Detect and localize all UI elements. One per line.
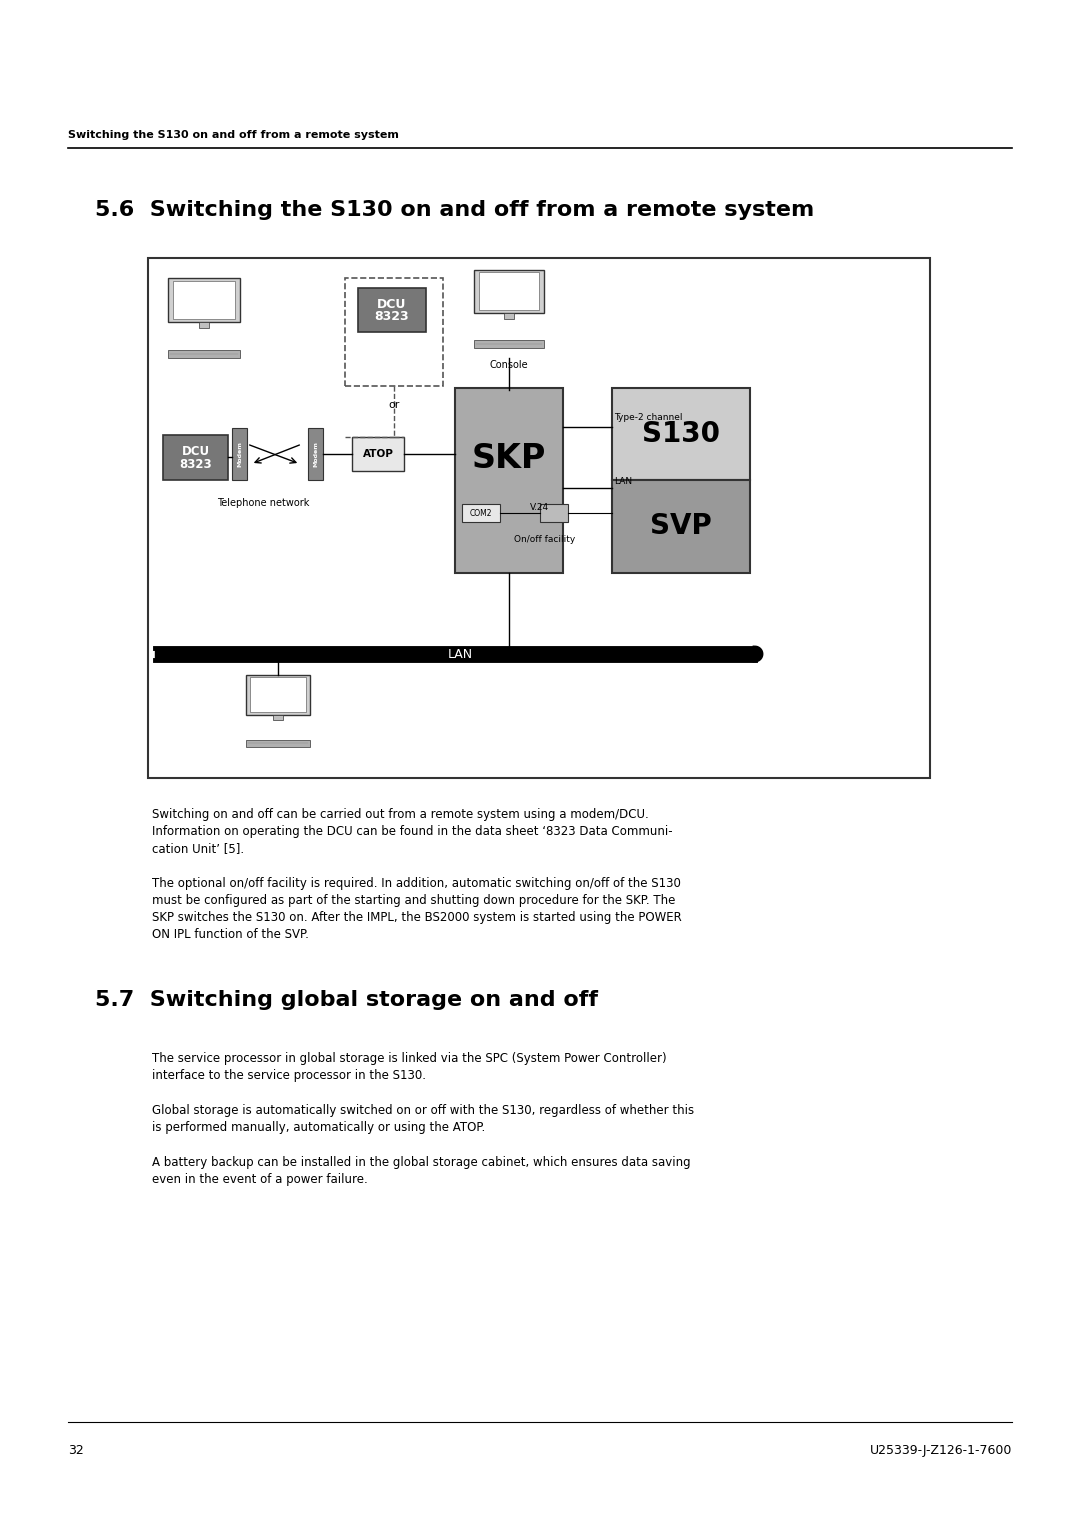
Text: Global storage is automatically switched on or off with the S130, regardless of : Global storage is automatically switched… xyxy=(152,1104,694,1116)
Text: Information on operating the DCU can be found in the data sheet ‘8323 Data Commu: Information on operating the DCU can be … xyxy=(152,825,673,839)
Text: Switching on and off can be carried out from a remote system using a modem/DCU.: Switching on and off can be carried out … xyxy=(152,808,649,820)
Text: 5.6  Switching the S130 on and off from a remote system: 5.6 Switching the S130 on and off from a… xyxy=(95,200,814,220)
Text: On/off facility: On/off facility xyxy=(514,535,576,544)
Text: The optional on/off facility is required. In addition, automatic switching on/of: The optional on/off facility is required… xyxy=(152,877,680,891)
Text: DCU: DCU xyxy=(377,297,407,311)
Text: DCU: DCU xyxy=(181,445,210,457)
Bar xyxy=(474,270,544,313)
Bar xyxy=(232,429,247,480)
Text: A battery backup can be installed in the global storage cabinet, which ensures d: A battery backup can be installed in the… xyxy=(152,1156,690,1170)
Text: interface to the service processor in the S130.: interface to the service processor in th… xyxy=(152,1069,426,1083)
Text: 8323: 8323 xyxy=(179,458,212,471)
Text: Telephone network: Telephone network xyxy=(217,499,309,508)
Bar xyxy=(352,438,404,471)
Bar xyxy=(462,503,500,522)
Bar xyxy=(163,435,228,480)
Text: Switching the S130 on and off from a remote system: Switching the S130 on and off from a rem… xyxy=(68,130,399,140)
Text: COM2: COM2 xyxy=(470,508,492,517)
Bar xyxy=(357,288,426,332)
Bar xyxy=(251,677,306,712)
Bar xyxy=(273,715,283,720)
Bar xyxy=(612,387,750,480)
Text: is performed manually, automatically or using the ATOP.: is performed manually, automatically or … xyxy=(152,1121,485,1135)
Text: cation Unit’ [5].: cation Unit’ [5]. xyxy=(152,842,244,856)
Bar xyxy=(246,740,310,747)
Bar xyxy=(199,322,210,328)
Bar xyxy=(168,351,240,358)
Text: V.24: V.24 xyxy=(530,503,549,512)
Bar xyxy=(173,281,235,319)
Text: ON IPL function of the SVP.: ON IPL function of the SVP. xyxy=(152,929,309,941)
Text: U25339-J-Z126-1-7600: U25339-J-Z126-1-7600 xyxy=(869,1444,1012,1456)
Bar xyxy=(612,480,750,573)
Text: or: or xyxy=(389,400,400,410)
Text: 32: 32 xyxy=(68,1444,84,1456)
Text: LAN: LAN xyxy=(447,648,473,660)
Bar xyxy=(246,676,310,715)
Bar xyxy=(540,503,568,522)
Text: Console: Console xyxy=(489,360,528,371)
Text: SVP: SVP xyxy=(650,512,712,540)
Text: S130: S130 xyxy=(642,419,720,448)
Bar xyxy=(455,387,563,573)
Text: ATOP: ATOP xyxy=(363,448,393,459)
Bar xyxy=(503,313,514,319)
Text: The service processor in global storage is linked via the SPC (System Power Cont: The service processor in global storage … xyxy=(152,1052,666,1064)
Polygon shape xyxy=(156,648,755,660)
Bar xyxy=(308,429,323,480)
Text: Modem: Modem xyxy=(313,441,318,467)
Text: SKP switches the S130 on. After the IMPL, the BS2000 system is started using the: SKP switches the S130 on. After the IMPL… xyxy=(152,910,681,924)
Text: even in the event of a power failure.: even in the event of a power failure. xyxy=(152,1173,368,1186)
Text: 5.7  Switching global storage on and off: 5.7 Switching global storage on and off xyxy=(95,990,598,1010)
Bar xyxy=(478,273,539,311)
Polygon shape xyxy=(755,648,761,660)
Bar xyxy=(148,258,930,778)
Text: 8323: 8323 xyxy=(375,311,409,323)
Text: SKP: SKP xyxy=(472,442,546,474)
Text: must be configured as part of the starting and shutting down procedure for the S: must be configured as part of the starti… xyxy=(152,894,675,907)
Bar xyxy=(168,278,240,322)
Text: Type-2 channel: Type-2 channel xyxy=(615,413,683,422)
Text: LAN: LAN xyxy=(615,477,632,486)
Bar xyxy=(474,340,544,348)
Bar xyxy=(345,278,443,386)
Text: Modem: Modem xyxy=(237,441,242,467)
